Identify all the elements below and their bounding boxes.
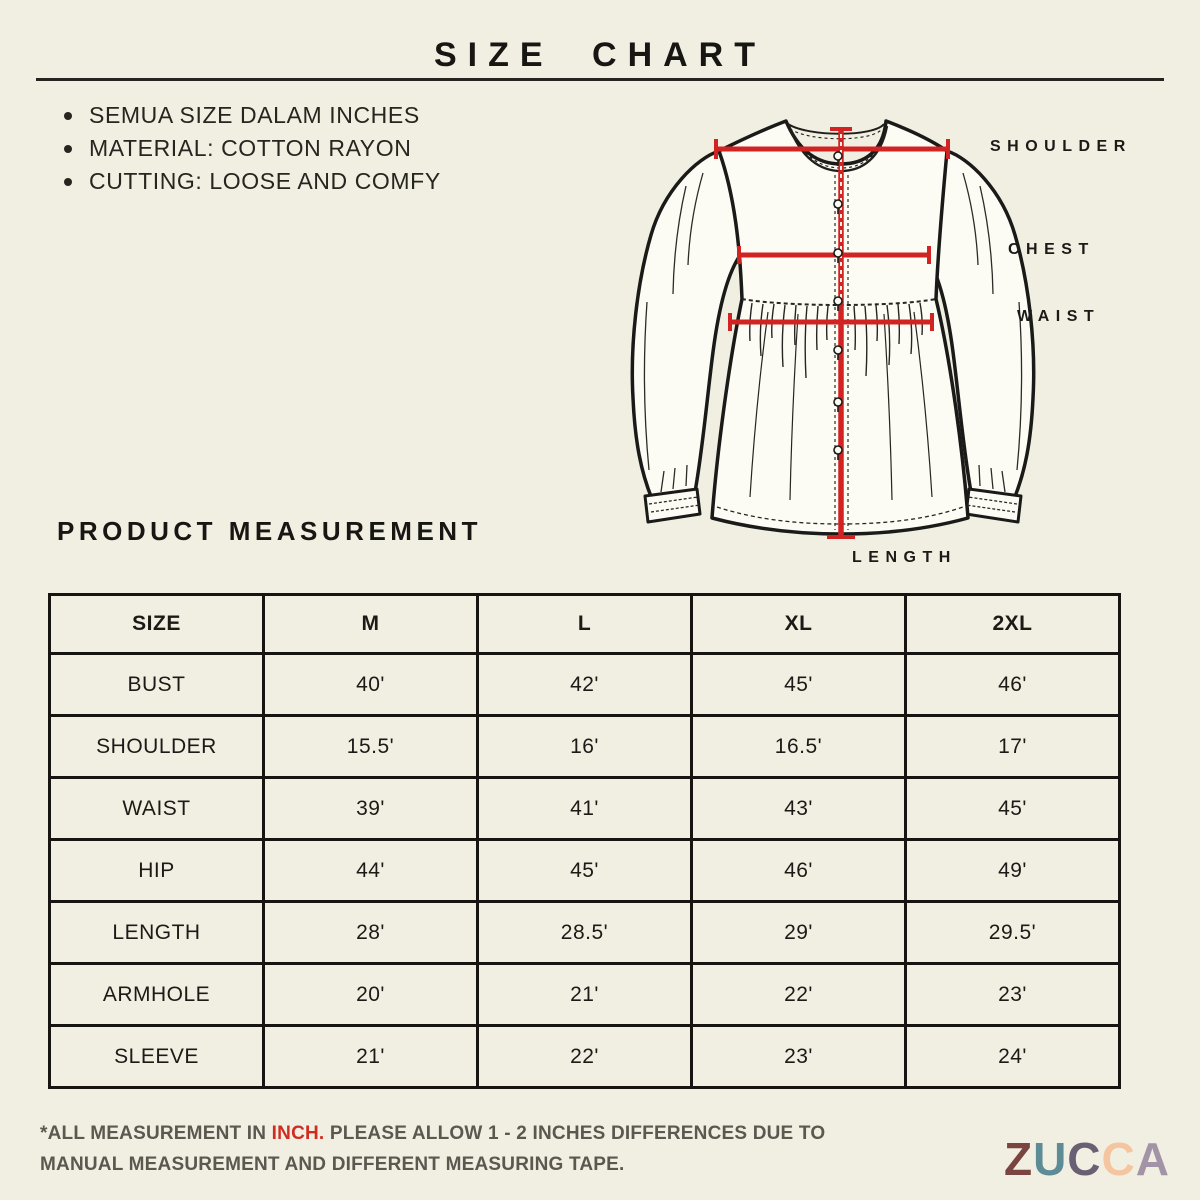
table-row: WAIST 39' 41' 43' 45' [48,776,1121,841]
column-header: XL [690,593,907,655]
column-header: M [262,593,479,655]
table-row: LENGTH 28' 28.5' 29' 29.5' [48,900,1121,965]
section-title: PRODUCT MEASUREMENT [57,516,482,546]
cell-value: 24' [904,1024,1121,1089]
bullet-icon [64,111,72,120]
row-label: LENGTH [48,900,265,965]
cell-value: 46' [690,838,907,903]
table-row: ARMHOLE 20' 21' 22' 23' [48,962,1121,1027]
cell-value: 49' [904,838,1121,903]
list-item: SEMUA SIZE DALAM INCHES [64,99,441,132]
table-row: SHOULDER 15.5' 16' 16.5' 17' [48,714,1121,779]
cell-value: 15.5' [262,714,479,779]
cell-value: 22' [476,1024,693,1089]
brand-logo: ZUCCA [1004,1132,1170,1186]
cell-value: 29' [690,900,907,965]
page-title: SIZE CHART [434,36,766,74]
cell-value: 45' [476,838,693,903]
cell-value: 28.5' [476,900,693,965]
disclaimer-text: *ALL MEASUREMENT IN [40,1123,272,1144]
cell-value: 46' [904,652,1121,717]
list-item: CUTTING: LOOSE AND COMFY [64,165,441,198]
note-text: SEMUA SIZE DALAM INCHES [89,102,420,128]
row-label: SLEEVE [48,1024,265,1089]
cell-value: 21' [262,1024,479,1089]
bullet-icon [64,177,72,186]
diagram-label-length: LENGTH [852,549,957,566]
brand-letter: C [1067,1133,1102,1185]
cell-value: 39' [262,776,479,841]
cell-value: 20' [262,962,479,1027]
brand-letter: A [1135,1133,1170,1185]
row-label: HIP [48,838,265,903]
diagram-label-chest: CHEST [1008,241,1095,258]
column-header: 2XL [904,593,1121,655]
cell-value: 44' [262,838,479,903]
brand-letter: C [1101,1133,1136,1185]
measurement-disclaimer: *ALL MEASUREMENT IN INCH. PLEASE ALLOW 1… [40,1118,880,1180]
cell-value: 23' [904,962,1121,1027]
brand-letter: U [1033,1133,1068,1185]
bullet-icon [64,144,72,153]
diagram-label-shoulder: SHOULDER [990,138,1132,155]
table-row: BUST 40' 42' 45' 46' [48,652,1121,717]
title-divider [36,78,1164,81]
column-header: SIZE [48,593,265,655]
product-notes-list: SEMUA SIZE DALAM INCHES MATERIAL: COTTON… [64,99,441,198]
button-placket [834,175,849,530]
cell-value: 45' [904,776,1121,841]
right-cuff [964,487,1023,524]
row-label: WAIST [48,776,265,841]
row-label: SHOULDER [48,714,265,779]
cell-value: 28' [262,900,479,965]
cell-value: 23' [690,1024,907,1089]
column-header: L [476,593,693,655]
hem-stitch [716,506,964,525]
table-row: SLEEVE 21' 22' 23' 24' [48,1024,1121,1089]
cell-value: 41' [476,776,693,841]
cell-value: 40' [262,652,479,717]
disclaimer-text: PLEASE ALLOW 1 - 2 INCHES DIFFERENCES DU… [40,1123,826,1175]
row-label: BUST [48,652,265,717]
cell-value: 43' [690,776,907,841]
cell-value: 29.5' [904,900,1121,965]
measurement-diagram: SHOULDER CHEST WAIST LENGTH [600,95,1145,590]
cell-value: 17' [904,714,1121,779]
row-label: ARMHOLE [48,962,265,1027]
note-text: CUTTING: LOOSE AND COMFY [89,168,441,194]
measurement-lines [714,127,950,539]
diagram-label-waist: WAIST [1017,308,1101,325]
cell-value: 16.5' [690,714,907,779]
sleeve-detail [643,172,1023,513]
table-header-row: SIZE M L XL 2XL [48,593,1121,655]
table-row: HIP 44' 45' 46' 49' [48,838,1121,903]
buttons [833,151,843,460]
note-text: MATERIAL: COTTON RAYON [89,135,412,161]
list-item: MATERIAL: COTTON RAYON [64,132,441,165]
left-cuff [643,487,702,524]
cell-value: 21' [476,962,693,1027]
brand-letter: Z [1003,1133,1034,1185]
cell-value: 45' [690,652,907,717]
cell-value: 22' [690,962,907,1027]
disclaimer-highlight: INCH. [271,1123,325,1144]
cell-value: 42' [476,652,693,717]
size-measurement-table: SIZE M L XL 2XL BUST 40' 42' 45' 46' SHO… [48,593,1121,1089]
cell-value: 16' [476,714,693,779]
garment-illustration [630,119,1036,539]
